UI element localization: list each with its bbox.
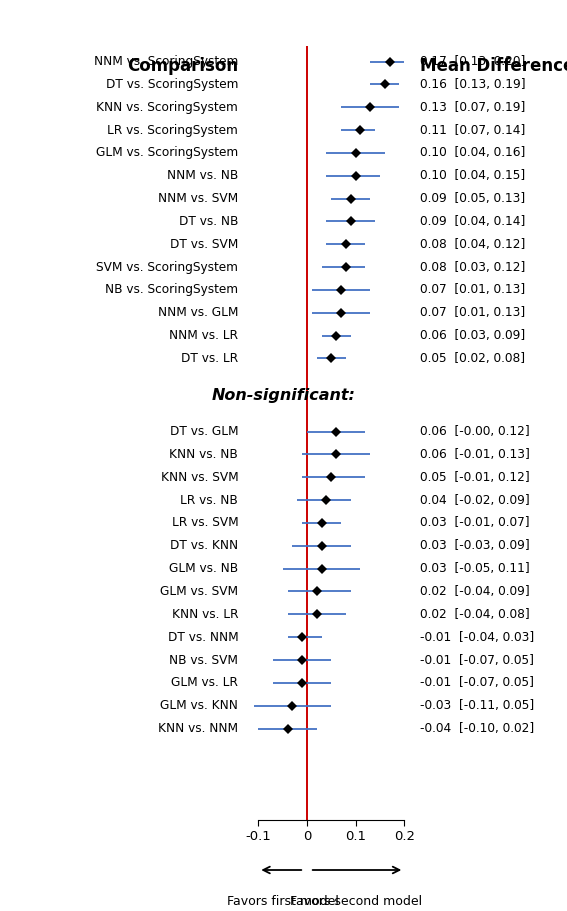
Text: KNN vs. ScoringSystem: KNN vs. ScoringSystem (96, 101, 238, 114)
Text: LR vs. NB: LR vs. NB (180, 494, 238, 507)
Text: NB vs. ScoringSystem: NB vs. ScoringSystem (105, 283, 238, 296)
Text: NB vs. SVM: NB vs. SVM (170, 653, 238, 667)
Text: DT vs. NB: DT vs. NB (179, 215, 238, 228)
Text: Favors second model: Favors second model (290, 895, 422, 907)
Text: 0.06  [0.03, 0.09]: 0.06 [0.03, 0.09] (420, 329, 525, 343)
Text: 0.03  [-0.05, 0.11]: 0.03 [-0.05, 0.11] (420, 562, 530, 575)
Text: Comparison: Comparison (127, 57, 238, 75)
Text: KNN vs. NNM: KNN vs. NNM (158, 722, 238, 735)
Text: KNN vs. NB: KNN vs. NB (170, 448, 238, 461)
Text: 0.09  [0.04, 0.14]: 0.09 [0.04, 0.14] (420, 215, 525, 228)
Text: NNM vs. GLM: NNM vs. GLM (158, 306, 238, 319)
Text: 0.10  [0.04, 0.15]: 0.10 [0.04, 0.15] (420, 169, 525, 182)
Text: 0.17  [0.13, 0.20]: 0.17 [0.13, 0.20] (420, 55, 525, 68)
Text: DT vs. LR: DT vs. LR (181, 352, 238, 365)
Text: 0.13  [0.07, 0.19]: 0.13 [0.07, 0.19] (420, 101, 525, 114)
Text: 0.06  [-0.00, 0.12]: 0.06 [-0.00, 0.12] (420, 425, 530, 438)
Text: -0.01  [-0.07, 0.05]: -0.01 [-0.07, 0.05] (420, 676, 534, 690)
Text: -0.03  [-0.11, 0.05]: -0.03 [-0.11, 0.05] (420, 699, 534, 712)
Text: 0.04  [-0.02, 0.09]: 0.04 [-0.02, 0.09] (420, 494, 530, 507)
Text: 0.05  [-0.01, 0.12]: 0.05 [-0.01, 0.12] (420, 471, 530, 484)
Text: GLM vs. SVM: GLM vs. SVM (160, 585, 238, 598)
Text: KNN vs. SVM: KNN vs. SVM (160, 471, 238, 484)
Text: NNM vs. LR: NNM vs. LR (169, 329, 238, 343)
Text: -0.01  [-0.07, 0.05]: -0.01 [-0.07, 0.05] (420, 653, 534, 667)
Text: 0.03  [-0.03, 0.09]: 0.03 [-0.03, 0.09] (420, 539, 530, 552)
Text: GLM vs. LR: GLM vs. LR (171, 676, 238, 690)
Text: 0.08  [0.03, 0.12]: 0.08 [0.03, 0.12] (420, 261, 525, 273)
Text: Non-significant:: Non-significant: (211, 387, 356, 403)
Text: Favors first model: Favors first model (227, 895, 338, 907)
Text: DT vs. KNN: DT vs. KNN (170, 539, 238, 552)
Text: LR vs. SVM: LR vs. SVM (171, 517, 238, 529)
Text: DT vs. SVM: DT vs. SVM (170, 238, 238, 251)
Text: 0.09  [0.05, 0.13]: 0.09 [0.05, 0.13] (420, 192, 525, 205)
Text: 0.11  [0.07, 0.14]: 0.11 [0.07, 0.14] (420, 124, 525, 137)
Text: 0.07  [0.01, 0.13]: 0.07 [0.01, 0.13] (420, 306, 525, 319)
Text: 0.02  [-0.04, 0.09]: 0.02 [-0.04, 0.09] (420, 585, 530, 598)
Text: 0.03  [-0.01, 0.07]: 0.03 [-0.01, 0.07] (420, 517, 529, 529)
Text: GLM vs. KNN: GLM vs. KNN (160, 699, 238, 712)
Text: LR vs. ScoringSystem: LR vs. ScoringSystem (107, 124, 238, 137)
Text: GLM vs. NB: GLM vs. NB (169, 562, 238, 575)
Text: -0.04  [-0.10, 0.02]: -0.04 [-0.10, 0.02] (420, 722, 534, 735)
Text: 0.02  [-0.04, 0.08]: 0.02 [-0.04, 0.08] (420, 608, 530, 620)
Text: 0.05  [0.02, 0.08]: 0.05 [0.02, 0.08] (420, 352, 524, 365)
Text: Mean Difference [95% CI]: Mean Difference [95% CI] (420, 57, 567, 75)
Text: NNM vs. NB: NNM vs. NB (167, 169, 238, 182)
Text: 0.16  [0.13, 0.19]: 0.16 [0.13, 0.19] (420, 77, 525, 91)
Text: NNM vs. ScoringSystem: NNM vs. ScoringSystem (94, 55, 238, 68)
Text: KNN vs. LR: KNN vs. LR (172, 608, 238, 620)
Text: NNM vs. SVM: NNM vs. SVM (158, 192, 238, 205)
Text: DT vs. NNM: DT vs. NNM (167, 630, 238, 644)
Text: SVM vs. ScoringSystem: SVM vs. ScoringSystem (96, 261, 238, 273)
Text: -0.01  [-0.04, 0.03]: -0.01 [-0.04, 0.03] (420, 630, 534, 644)
Text: GLM vs. ScoringSystem: GLM vs. ScoringSystem (96, 147, 238, 159)
Text: 0.06  [-0.01, 0.13]: 0.06 [-0.01, 0.13] (420, 448, 530, 461)
Text: DT vs. ScoringSystem: DT vs. ScoringSystem (106, 77, 238, 91)
Text: 0.10  [0.04, 0.16]: 0.10 [0.04, 0.16] (420, 147, 525, 159)
Text: 0.08  [0.04, 0.12]: 0.08 [0.04, 0.12] (420, 238, 525, 251)
Text: 0.07  [0.01, 0.13]: 0.07 [0.01, 0.13] (420, 283, 525, 296)
Text: DT vs. GLM: DT vs. GLM (170, 425, 238, 438)
